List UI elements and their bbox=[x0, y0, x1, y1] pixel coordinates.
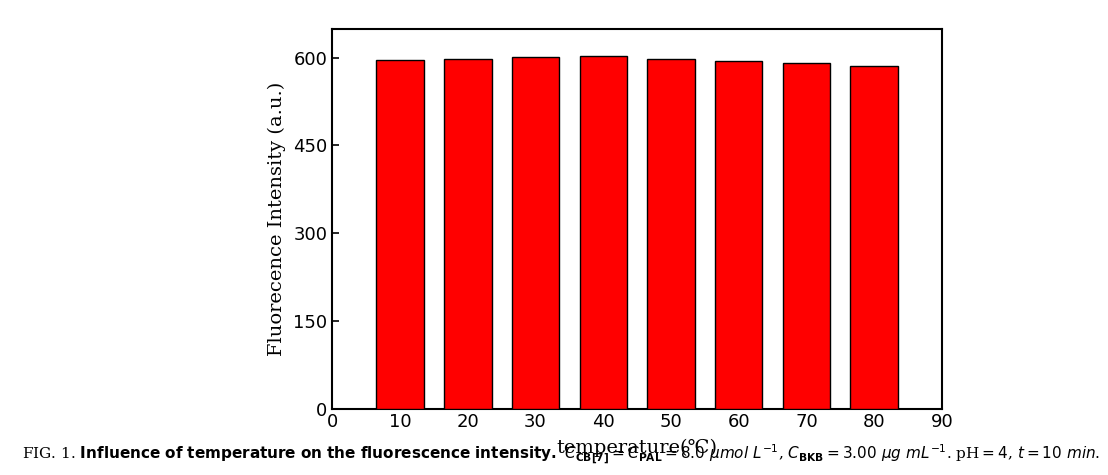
Bar bbox=[647, 59, 695, 408]
X-axis label: temperature(℃): temperature(℃) bbox=[556, 438, 718, 456]
Bar bbox=[782, 63, 830, 408]
Bar bbox=[377, 60, 423, 408]
Bar bbox=[444, 59, 492, 408]
Bar bbox=[851, 66, 897, 408]
Bar bbox=[512, 57, 560, 408]
Bar bbox=[579, 56, 627, 408]
Bar bbox=[715, 61, 762, 408]
Y-axis label: Fluorecence Intensity (a.u.): Fluorecence Intensity (a.u.) bbox=[268, 81, 286, 356]
Text: FIG. 1. $\mathbf{Influence\ of\ temperature\ on\ the\ fluorescence\ intensity.}$: FIG. 1. $\mathbf{Influence\ of\ temperat… bbox=[22, 442, 1100, 465]
